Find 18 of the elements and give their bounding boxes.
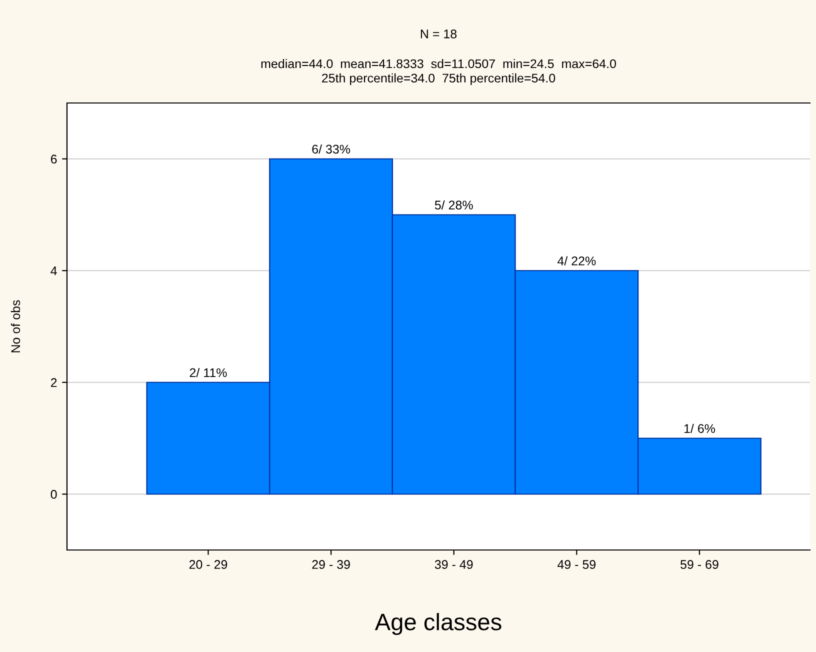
x-tick-label: 20 - 29 — [189, 560, 228, 569]
y-tick-label: 2 — [50, 378, 57, 387]
x-tick-label: 59 - 69 — [680, 560, 718, 569]
x-tick-label: 39 - 49 — [434, 560, 473, 569]
x-tick-label: 49 - 59 — [557, 560, 596, 569]
y-tick-label: 6 — [50, 154, 57, 164]
data-label: 2/ 11% — [190, 368, 227, 378]
chart-title: N = 18 — [420, 30, 457, 38]
y-axis-title: No of obs — [10, 300, 20, 352]
y-tick-label: 0 — [50, 490, 57, 499]
x-tick-label: 29 - 39 — [312, 560, 350, 569]
x-axis-title: Age classes — [374, 613, 502, 636]
data-label: 6/ 33% — [312, 144, 350, 154]
data-label: 4/ 22% — [557, 256, 596, 266]
y-tick-label: 4 — [50, 266, 57, 276]
chart-subtitle: median=44.0 mean=41.8333 sd=11.0507 min=24.5 max=64.0 25th percentile=34.0 75th percentile=54.0 — [261, 58, 616, 86]
data-label: 1/ 6% — [684, 424, 716, 433]
data-label: 5/ 28% — [434, 200, 473, 210]
